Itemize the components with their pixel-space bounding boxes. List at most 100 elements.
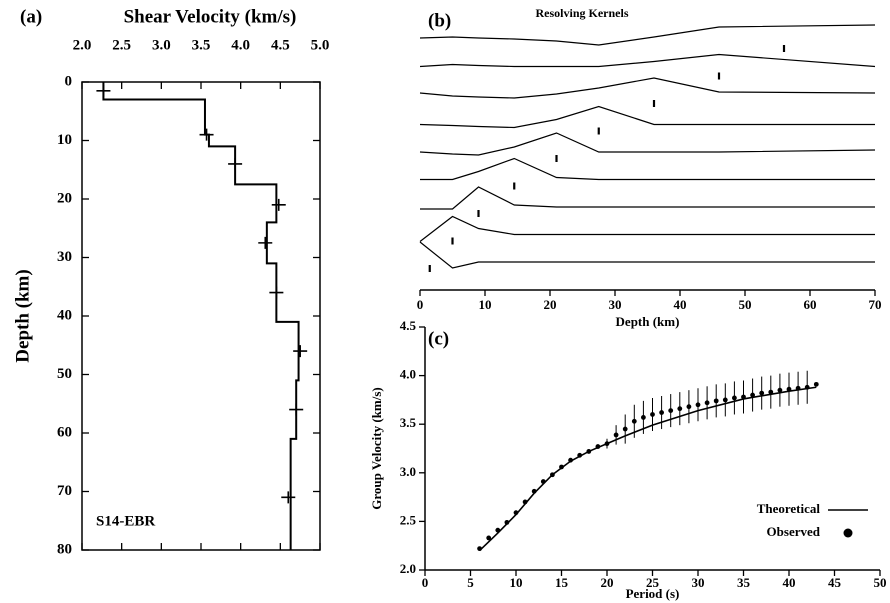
observed-point bbox=[604, 441, 610, 447]
observed-point bbox=[750, 392, 755, 398]
x-tick-label: 2.5 bbox=[112, 37, 131, 53]
x-tick-label: 3.0 bbox=[152, 37, 171, 53]
y-tick-label: 4.0 bbox=[400, 367, 416, 382]
x-tick-label: 2.0 bbox=[73, 37, 92, 53]
observed-point bbox=[677, 406, 683, 412]
kernel bbox=[420, 186, 875, 210]
observed-point bbox=[477, 546, 482, 552]
kernel bbox=[419, 24, 876, 46]
observed-point bbox=[786, 386, 792, 392]
observed-point bbox=[650, 412, 655, 417]
x-axis-title: Period (s) bbox=[626, 586, 680, 601]
observed-point bbox=[768, 389, 774, 395]
observed-point bbox=[795, 385, 801, 391]
observed-point bbox=[668, 408, 674, 413]
observed-point bbox=[513, 510, 519, 516]
x-tick-label: 40 bbox=[674, 297, 687, 312]
observed-point bbox=[550, 472, 555, 478]
observed-point bbox=[622, 426, 628, 432]
x-tick-label: 45 bbox=[828, 575, 842, 590]
kernel bbox=[419, 77, 876, 99]
y-tick-label: 70 bbox=[57, 483, 72, 499]
observed-point bbox=[813, 381, 819, 387]
chart-title: Resolving Kernels bbox=[536, 6, 629, 20]
x-tick-label: 40 bbox=[783, 575, 796, 590]
panel-label: (b) bbox=[428, 10, 451, 31]
error-cross bbox=[96, 84, 111, 97]
plot-frame bbox=[81, 81, 321, 551]
observed-point bbox=[595, 444, 601, 449]
x-tick-label: 3.5 bbox=[192, 37, 211, 53]
kernel bbox=[420, 157, 875, 181]
y-tick-label: 3.5 bbox=[400, 415, 417, 430]
observed-point bbox=[559, 464, 564, 470]
y-tick-label: 20 bbox=[57, 190, 72, 206]
y-axis-title: Group Velocity (km/s) bbox=[369, 387, 384, 510]
panel-label: (c) bbox=[428, 328, 449, 349]
error-cross bbox=[228, 157, 243, 170]
observed-point bbox=[741, 394, 746, 400]
observed-point bbox=[540, 479, 546, 484]
y-tick-label: 80 bbox=[57, 541, 72, 557]
observed-point bbox=[704, 400, 710, 406]
y-tick-label: 60 bbox=[57, 424, 72, 440]
error-cross bbox=[271, 198, 286, 211]
y-tick-label: 50 bbox=[57, 366, 72, 382]
y-tick-label: 2.0 bbox=[400, 561, 416, 576]
observed-point bbox=[586, 449, 592, 454]
observed-point bbox=[568, 457, 573, 463]
y-axis-title: Depth (km) bbox=[12, 269, 33, 362]
observed-point bbox=[695, 402, 701, 408]
x-tick-label: 25 bbox=[646, 575, 660, 590]
x-tick-label: 5.0 bbox=[311, 37, 330, 53]
observed-point bbox=[804, 384, 810, 390]
x-tick-label: 10 bbox=[479, 297, 492, 312]
x-tick-label: 4.5 bbox=[271, 37, 290, 53]
kernel bbox=[419, 132, 876, 156]
kernel bbox=[419, 241, 875, 269]
x-axis-title: Shear Velocity (km/s) bbox=[124, 6, 297, 27]
y-tick-label: 40 bbox=[57, 307, 72, 323]
observed-point bbox=[759, 390, 765, 396]
velocity-profile bbox=[102, 82, 300, 550]
observed-point bbox=[777, 387, 783, 393]
legend-marker bbox=[843, 528, 853, 538]
observed-point bbox=[722, 397, 728, 403]
legend-label: Theoretical bbox=[757, 501, 821, 516]
x-axis-title: Depth (km) bbox=[616, 314, 680, 329]
observed-point bbox=[577, 452, 583, 458]
error-cross bbox=[258, 236, 273, 249]
y-tick-label: 0 bbox=[65, 73, 73, 89]
x-tick-label: 15 bbox=[555, 575, 569, 590]
panel-label: (a) bbox=[20, 6, 42, 27]
observed-point bbox=[713, 398, 719, 404]
kernel bbox=[419, 105, 875, 129]
x-tick-label: 0 bbox=[422, 575, 429, 590]
error-cross bbox=[289, 403, 304, 416]
x-tick-label: 50 bbox=[874, 575, 887, 590]
observed-point bbox=[522, 499, 528, 505]
observed-point bbox=[686, 404, 692, 410]
x-tick-label: 5 bbox=[467, 575, 474, 590]
y-tick-label: 10 bbox=[57, 132, 72, 148]
observed-point bbox=[486, 535, 492, 541]
x-tick-label: 50 bbox=[739, 297, 752, 312]
x-tick-label: 20 bbox=[544, 297, 557, 312]
observed-point bbox=[613, 432, 619, 438]
x-tick-label: 30 bbox=[609, 297, 622, 312]
observed-point bbox=[631, 418, 637, 424]
error-cross bbox=[281, 491, 296, 504]
error-cross bbox=[199, 128, 214, 141]
error-cross bbox=[269, 286, 284, 299]
kernel bbox=[419, 53, 876, 68]
legend-label: Observed bbox=[767, 524, 821, 539]
observed-point bbox=[732, 395, 737, 401]
error-cross bbox=[293, 345, 308, 358]
x-tick-label: 0 bbox=[417, 297, 424, 312]
x-tick-label: 30 bbox=[692, 575, 705, 590]
x-tick-label: 20 bbox=[601, 575, 614, 590]
x-tick-label: 10 bbox=[510, 575, 523, 590]
y-tick-label: 2.5 bbox=[400, 512, 417, 527]
y-tick-label: 3.0 bbox=[400, 464, 416, 479]
